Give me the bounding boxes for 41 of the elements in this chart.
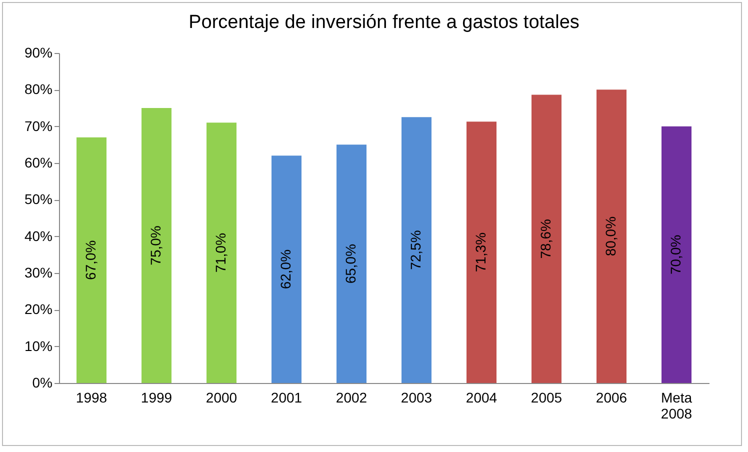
- data-label: 72,5%: [408, 230, 424, 270]
- data-label: 78,6%: [538, 219, 554, 259]
- y-tick-label: 10%: [24, 338, 52, 354]
- data-label: 71,0%: [212, 232, 228, 273]
- bar: [142, 108, 172, 383]
- y-tick-label: 70%: [24, 118, 52, 134]
- x-tick-label: 2003: [400, 390, 432, 406]
- data-label: 70,0%: [668, 234, 684, 275]
- data-label: 65,0%: [342, 244, 358, 284]
- y-tick-label: 80%: [24, 81, 52, 98]
- bar: [76, 137, 106, 383]
- x-tick-label: 2000: [206, 390, 238, 406]
- y-tick-label: 20%: [24, 301, 52, 318]
- x-tick-label: 2002: [336, 390, 368, 406]
- data-label: 80,0%: [602, 216, 618, 256]
- x-tick-label: 1999: [140, 390, 172, 406]
- chart-title: Porcentaje de inversión frente a gastos totales: [188, 12, 580, 33]
- data-label: 67,0%: [82, 240, 98, 280]
- x-tick-label: 2005: [530, 390, 562, 406]
- y-tick-label: 50%: [24, 191, 52, 208]
- x-tick-label: 2006: [596, 390, 628, 406]
- x-tick-label: 1998: [76, 390, 108, 406]
- bar: [206, 122, 236, 383]
- bar: [272, 156, 302, 383]
- bar: [402, 117, 432, 383]
- x-tick-label: 2004: [466, 390, 498, 406]
- x-tick-label: Meta 2008: [660, 390, 692, 422]
- y-tick-label: 30%: [24, 264, 52, 280]
- data-label: 75,0%: [148, 226, 164, 266]
- y-tick-label: 90%: [24, 44, 52, 60]
- y-tick-label: 0%: [32, 374, 52, 390]
- bar: [532, 94, 562, 383]
- y-tick-label: 40%: [24, 228, 52, 244]
- bar: [596, 90, 626, 383]
- data-label: 62,0%: [278, 249, 294, 290]
- bar: [336, 144, 366, 383]
- x-tick-label: 2001: [270, 390, 302, 406]
- bar: [662, 126, 692, 383]
- data-label: 71,3%: [472, 232, 488, 272]
- bar: [466, 122, 496, 383]
- y-tick-label: 60%: [24, 154, 52, 170]
